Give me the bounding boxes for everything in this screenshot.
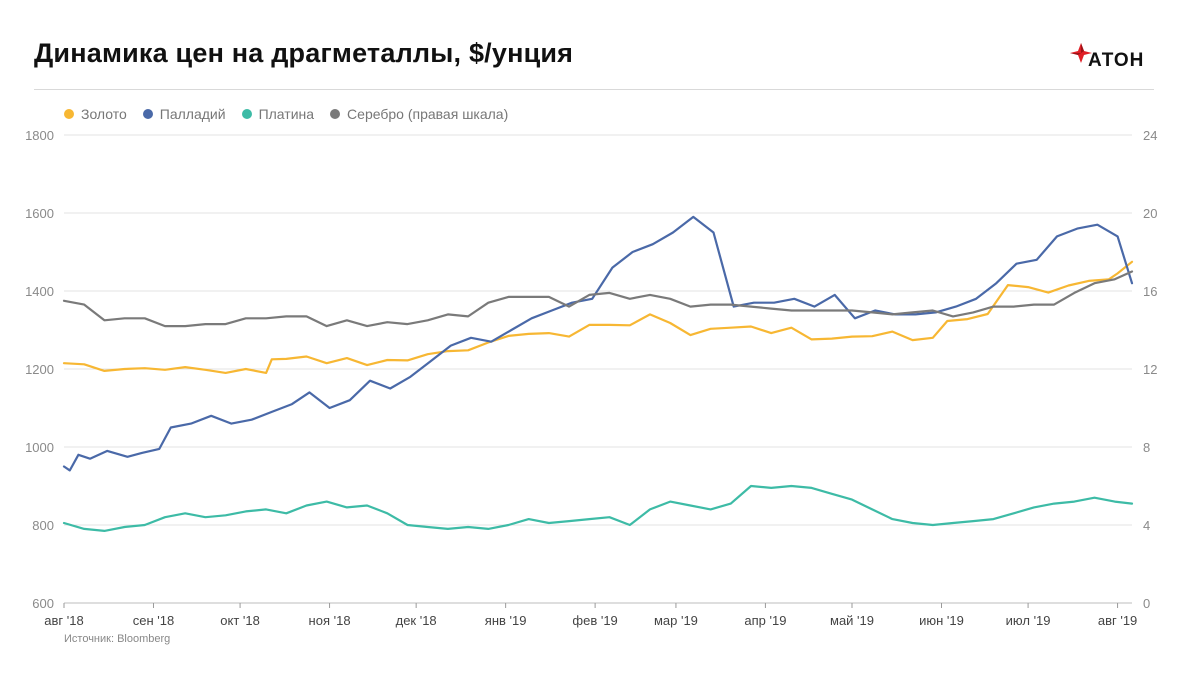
x-tick-label: окт '18	[220, 613, 260, 628]
legend-item-gold: Золото	[64, 106, 127, 122]
logo-text: АТОН	[1088, 50, 1145, 71]
y-tick-label-left: 800	[32, 518, 54, 533]
x-tick-label: июл '19	[1006, 613, 1051, 628]
page-title: Динамика цен на драгметаллы, $/унция	[34, 38, 574, 68]
legend-dot-platinum	[241, 109, 252, 119]
x-tick-label: июн '19	[919, 613, 964, 628]
x-tick-label: ноя '18	[309, 613, 351, 628]
legend-dot-silver	[330, 109, 341, 119]
x-tick-label: мар '19	[654, 613, 698, 628]
legend-dot-gold	[64, 109, 74, 119]
x-tick-label: фев '19	[572, 613, 617, 628]
y-tick-label-right: 20	[1143, 206, 1157, 221]
source-note: Источник: Bloomberg	[64, 633, 171, 645]
y-tick-label-right: 12	[1143, 362, 1157, 377]
series-line-silver	[62, 270, 1134, 328]
y-tick-label-right: 8	[1143, 440, 1150, 455]
x-tick-label: сен '18	[133, 613, 174, 628]
y-tick-label-left: 1200	[25, 362, 54, 377]
series-line-gold	[62, 260, 1134, 374]
x-tick-label: дек '18	[396, 613, 437, 628]
legend-label-gold: Золото	[81, 106, 127, 122]
legend-label-palladium: Палладий	[159, 106, 226, 122]
legend-item-palladium: Палладий	[142, 106, 226, 122]
series-line-palladium	[62, 215, 1134, 472]
y-tick-label-left: 600	[32, 596, 54, 611]
legend-label-platinum: Платина	[258, 106, 315, 122]
title-divider	[34, 89, 1154, 90]
y-tick-label-left: 1400	[25, 284, 54, 299]
legend-label-silver: Серебро (правая шкала)	[347, 106, 509, 122]
y-tick-label-right: 4	[1143, 518, 1150, 533]
y-tick-label-left: 1000	[25, 440, 54, 455]
x-tick-label: янв '19	[485, 613, 527, 628]
series-line-platinum	[62, 484, 1134, 533]
aton-logo-icon	[1070, 43, 1092, 63]
x-tick-label: май '19	[830, 613, 874, 628]
y-tick-label-right: 24	[1143, 128, 1157, 143]
chart-legend: Золото Палладий Платина Серебро (правая …	[64, 106, 508, 122]
y-tick-label-left: 1800	[25, 128, 54, 143]
x-tick-label: авг '18	[44, 613, 83, 628]
legend-dot-palladium	[142, 109, 153, 119]
legend-item-platinum: Платина	[241, 106, 315, 122]
y-tick-label-right: 16	[1143, 284, 1157, 299]
legend-item-silver: Серебро (правая шкала)	[330, 106, 508, 122]
y-tick-label-right: 0	[1143, 596, 1150, 611]
x-tick-label: апр '19	[744, 613, 786, 628]
x-tick-label: авг '19	[1098, 613, 1137, 628]
aton-logo: АТОН	[1070, 40, 1160, 76]
y-tick-label-left: 1600	[25, 206, 54, 221]
